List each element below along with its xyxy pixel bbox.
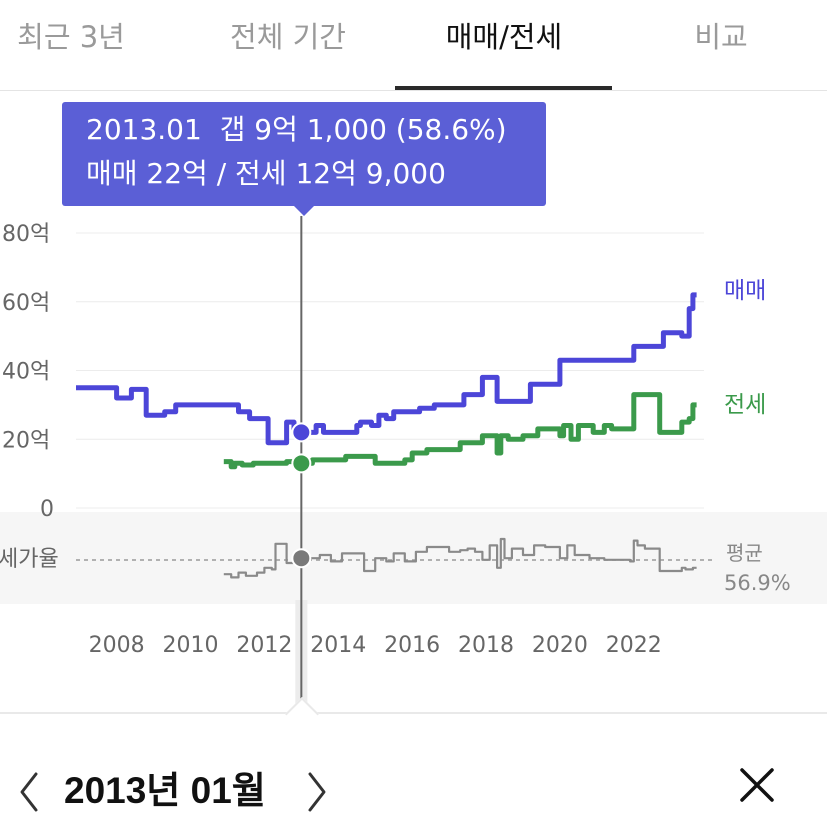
jeonse-cursor-marker — [291, 453, 312, 474]
tab-sale-jeonse[interactable]: 매매/전세 — [445, 20, 563, 54]
y-tick-label: 20억 — [2, 428, 50, 453]
sale-series-label: 매매 — [724, 278, 766, 304]
chevron-right-icon — [308, 772, 326, 812]
tab-compare[interactable]: 비교 — [694, 20, 748, 54]
ratio-series-line — [223, 537, 697, 579]
close-icon — [740, 768, 774, 802]
tooltip-gap-line: 2013.01 갭 9억 1,000 (58.6%) — [86, 113, 507, 146]
sale-series-line — [76, 292, 697, 446]
current-period: 2013년 01월 — [64, 770, 266, 811]
ratio-panel-bg — [0, 512, 827, 604]
period-navigator: 2013년 01월 — [0, 748, 827, 828]
x-tick-label: 2022 — [606, 633, 662, 658]
x-tick-label: 2020 — [532, 633, 588, 658]
tab-bar: 최근 3년 전체 기간 매매/전세 비교 — [0, 0, 827, 91]
ratio-cursor-marker — [291, 548, 312, 569]
x-tick-label: 2018 — [458, 633, 514, 658]
y-tick-label: 60억 — [2, 291, 50, 316]
jeonse-series-line — [223, 392, 697, 470]
average-value: 56.9% — [724, 571, 791, 595]
tab-recent-3-years[interactable]: 최근 3년 — [17, 20, 125, 54]
y-tick-label: 40억 — [2, 360, 50, 385]
x-tick-label: 2012 — [236, 633, 292, 658]
active-tab-indicator — [395, 86, 612, 90]
chevron-left-icon — [20, 772, 38, 812]
sale-cursor-marker — [291, 422, 312, 443]
jeonse-series-label: 전세 — [724, 392, 766, 418]
next-month-button[interactable] — [296, 756, 340, 816]
y-tick-label: 80억 — [2, 222, 50, 247]
divider — [0, 712, 827, 714]
ratio-axis-label: 세가율 — [0, 547, 59, 572]
x-tick-label: 2008 — [89, 633, 145, 658]
tab-all-period[interactable]: 전체 기간 — [230, 20, 346, 54]
prev-month-button[interactable] — [6, 756, 50, 816]
tooltip-pointer — [294, 206, 314, 216]
x-tick-label: 2016 — [384, 633, 440, 658]
tooltip-price-line: 매매 22억 / 전세 12억 9,000 — [86, 157, 446, 190]
y-tick-label: 0 — [40, 497, 54, 522]
average-label: 평균 — [726, 541, 763, 565]
x-tick-label: 2014 — [310, 633, 366, 658]
price-chart[interactable]: 80억 60억 40억 20억 0 세가율 평균 56.9% 2008 2010 2012 2014 2… — [0, 90, 827, 712]
close-button[interactable] — [730, 758, 786, 814]
x-tick-label: 2010 — [163, 633, 219, 658]
chart-tooltip: 2013.01 갭 9억 1,000 (58.6%) 매매 22억 / 전세 1… — [62, 102, 546, 206]
